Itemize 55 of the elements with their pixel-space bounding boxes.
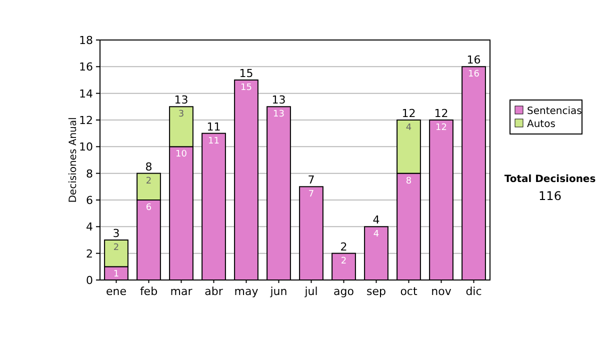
total-label: 12 bbox=[402, 107, 416, 120]
x-tick-label: jun bbox=[269, 285, 288, 298]
data-label: 16 bbox=[468, 70, 480, 80]
x-tick-label: dic bbox=[466, 285, 482, 298]
total-label: 8 bbox=[145, 160, 152, 174]
data-label: 7 bbox=[308, 190, 314, 200]
x-tick-label: abr bbox=[204, 285, 224, 298]
x-tick-label: oct bbox=[400, 285, 418, 298]
data-label: 12 bbox=[436, 123, 447, 133]
y-tick-label: 10 bbox=[79, 140, 93, 154]
data-label: 10 bbox=[176, 150, 188, 160]
y-tick-label: 16 bbox=[79, 60, 93, 74]
legend-label: Autos bbox=[527, 119, 556, 130]
x-tick-label: nov bbox=[431, 285, 452, 298]
data-label: 3 bbox=[178, 110, 184, 120]
text: 116 bbox=[538, 189, 562, 203]
data-label: 2 bbox=[340, 256, 347, 266]
x-tick-label: ene bbox=[106, 285, 127, 298]
data-label: 8 bbox=[406, 176, 412, 186]
x-tick-label: may bbox=[234, 285, 259, 298]
y-tick-label: 6 bbox=[86, 194, 93, 207]
data-label: 13 bbox=[273, 110, 284, 120]
y-tick-label: 2 bbox=[86, 247, 93, 260]
y-axis-title: Decisiones Anual bbox=[68, 117, 79, 203]
data-label: 2 bbox=[146, 176, 152, 186]
data-label: 6 bbox=[146, 203, 152, 213]
total-label: 15 bbox=[239, 67, 254, 80]
x-tick-label: jul bbox=[304, 285, 318, 298]
legend-label: Sentencias bbox=[527, 106, 582, 117]
data-label: 11 bbox=[208, 136, 220, 146]
x-tick-label: mar bbox=[170, 285, 193, 298]
total-label: 3 bbox=[112, 227, 120, 240]
x-tick-label: ago bbox=[334, 285, 354, 298]
y-tick-label: 4 bbox=[86, 220, 93, 234]
total-label: 11 bbox=[206, 120, 221, 134]
total-label: 13 bbox=[272, 94, 286, 107]
total-label: 4 bbox=[372, 214, 380, 227]
y-tick-label: 12 bbox=[79, 114, 93, 127]
total-label: 13 bbox=[174, 94, 188, 107]
text: Total Decisiones bbox=[504, 174, 596, 185]
data-label: 15 bbox=[240, 83, 252, 93]
y-tick-label: 18 bbox=[79, 34, 93, 47]
total-label: 16 bbox=[466, 54, 481, 67]
total-label: 12 bbox=[434, 107, 448, 120]
data-label: 4 bbox=[406, 123, 412, 133]
data-label: 1 bbox=[113, 270, 120, 280]
y-tick-label: 8 bbox=[86, 167, 93, 180]
y-tick-label: 14 bbox=[79, 87, 93, 100]
data-label: 4 bbox=[373, 230, 380, 240]
x-tick-label: feb bbox=[140, 285, 158, 298]
total-label: 2 bbox=[340, 240, 348, 254]
x-tick-label: sep bbox=[366, 285, 386, 298]
y-tick-label: 0 bbox=[86, 274, 93, 287]
data-label: 2 bbox=[113, 243, 120, 253]
total-label: 7 bbox=[308, 174, 315, 187]
